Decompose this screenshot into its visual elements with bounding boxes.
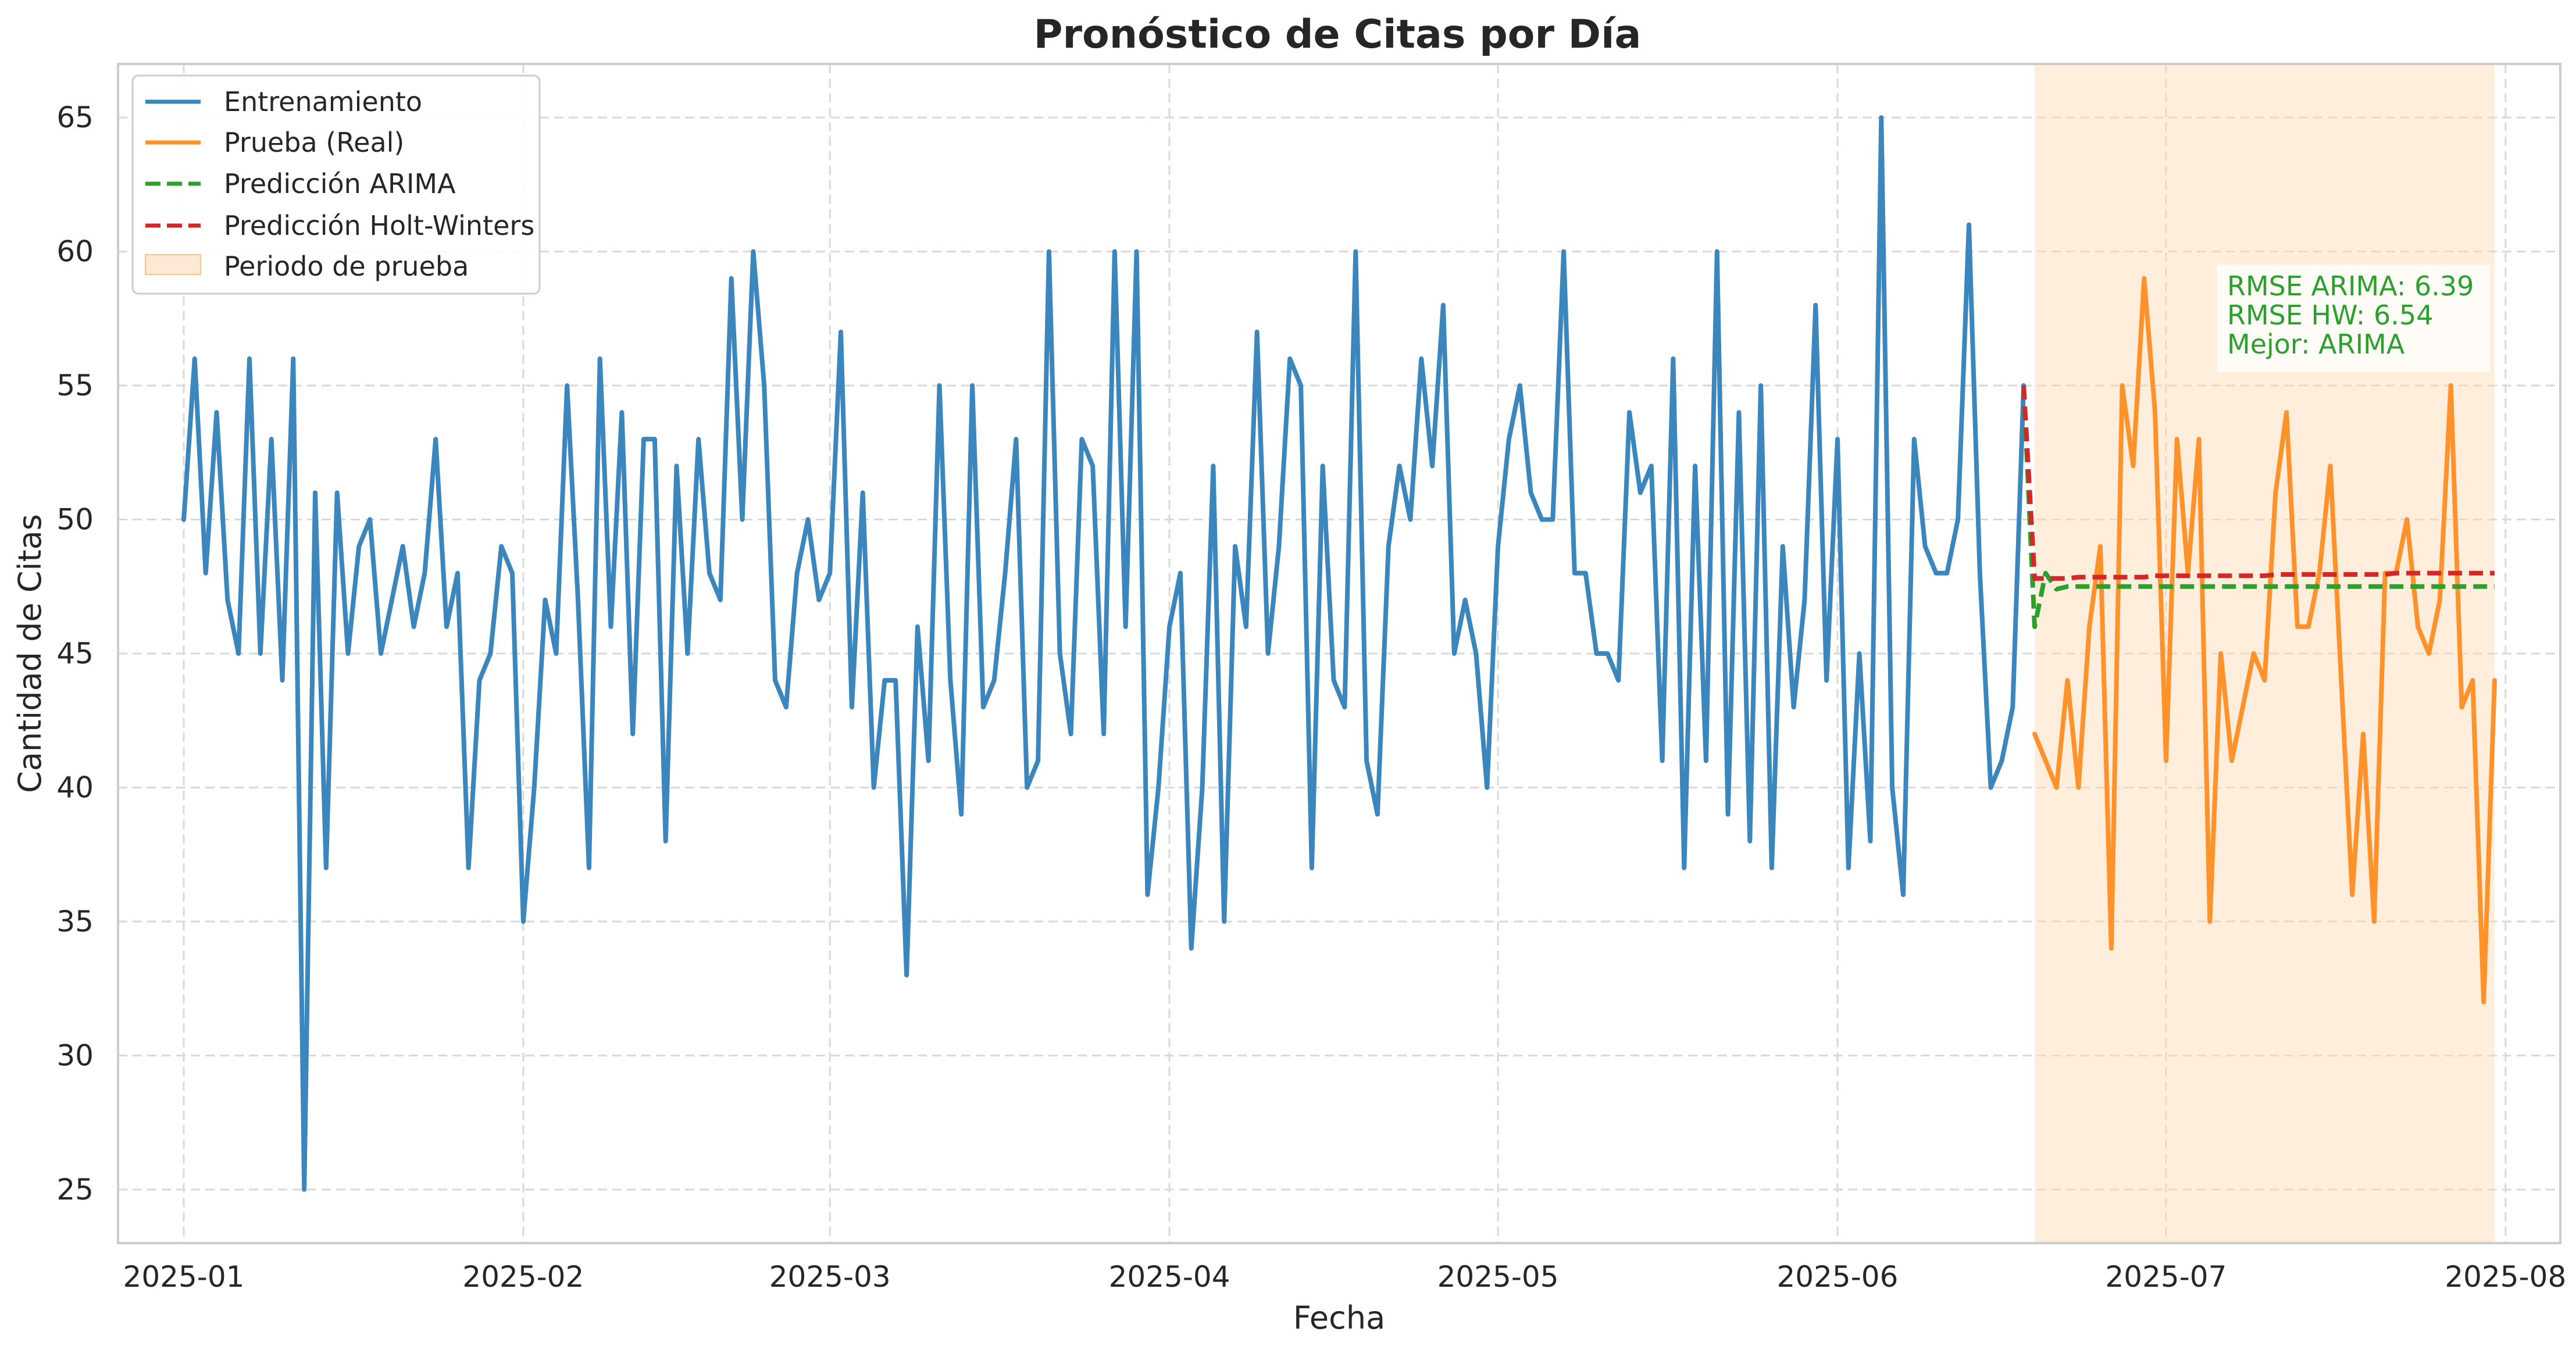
series-prediccion-arima: [2021, 385, 2495, 629]
x-tick-label: 2025-04: [1109, 1260, 1230, 1294]
x-tick-label: 2025-03: [769, 1260, 891, 1294]
x-tick-label: 2025-01: [123, 1260, 245, 1294]
x-axis-label: Fecha: [1293, 1300, 1385, 1336]
y-tick-label: 55: [56, 369, 94, 402]
legend-label-holt-winters: Predicción Holt-Winters: [224, 210, 534, 241]
y-tick-label: 45: [56, 637, 94, 670]
y-tick-label: 30: [56, 1038, 94, 1072]
y-tick-label: 35: [56, 905, 94, 938]
x-tick-label: 2025-05: [1437, 1260, 1559, 1294]
series-prediccion-holt-winters: [2021, 385, 2495, 581]
legend-swatch-periodo: [145, 254, 201, 275]
x-tick-label: 2025-08: [2445, 1260, 2566, 1294]
annotation-line-2: RMSE HW: 6.54: [2227, 299, 2433, 331]
y-tick-label: 60: [56, 235, 94, 269]
legend: Entrenamiento Prueba (Real) Predicción A…: [131, 74, 541, 295]
x-tick-label: 2025-02: [462, 1260, 584, 1294]
legend-label-entrenamiento: Entrenamiento: [224, 86, 422, 117]
x-tick-label: 2025-07: [2106, 1260, 2227, 1294]
legend-label-periodo: Periodo de prueba: [224, 251, 469, 282]
x-tick-label: 2025-06: [1776, 1260, 1898, 1294]
annotation-line-1: RMSE ARIMA: 6.39: [2227, 270, 2474, 302]
legend-box: [131, 74, 541, 295]
chart-title: Pronóstico de Citas por Día: [1034, 12, 1642, 58]
y-tick-label: 40: [56, 770, 94, 804]
legend-label-prueba: Prueba (Real): [224, 127, 404, 158]
legend-label-arima: Predicción ARIMA: [224, 168, 456, 199]
plot-frame: [117, 63, 2561, 1244]
y-tick-label: 50: [56, 503, 94, 537]
y-axis-label: Cantidad de Citas: [12, 514, 48, 793]
series-entrenamiento: [181, 115, 2026, 1192]
series-prueba-real: [2032, 276, 2497, 1005]
rmse-annotation: RMSE ARIMA: 6.39 RMSE HW: 6.54 Mejor: AR…: [2217, 265, 2490, 372]
annotation-line-3: Mejor: ARIMA: [2227, 329, 2405, 360]
y-tick-label: 25: [56, 1173, 94, 1206]
y-tick-label: 65: [56, 101, 94, 134]
